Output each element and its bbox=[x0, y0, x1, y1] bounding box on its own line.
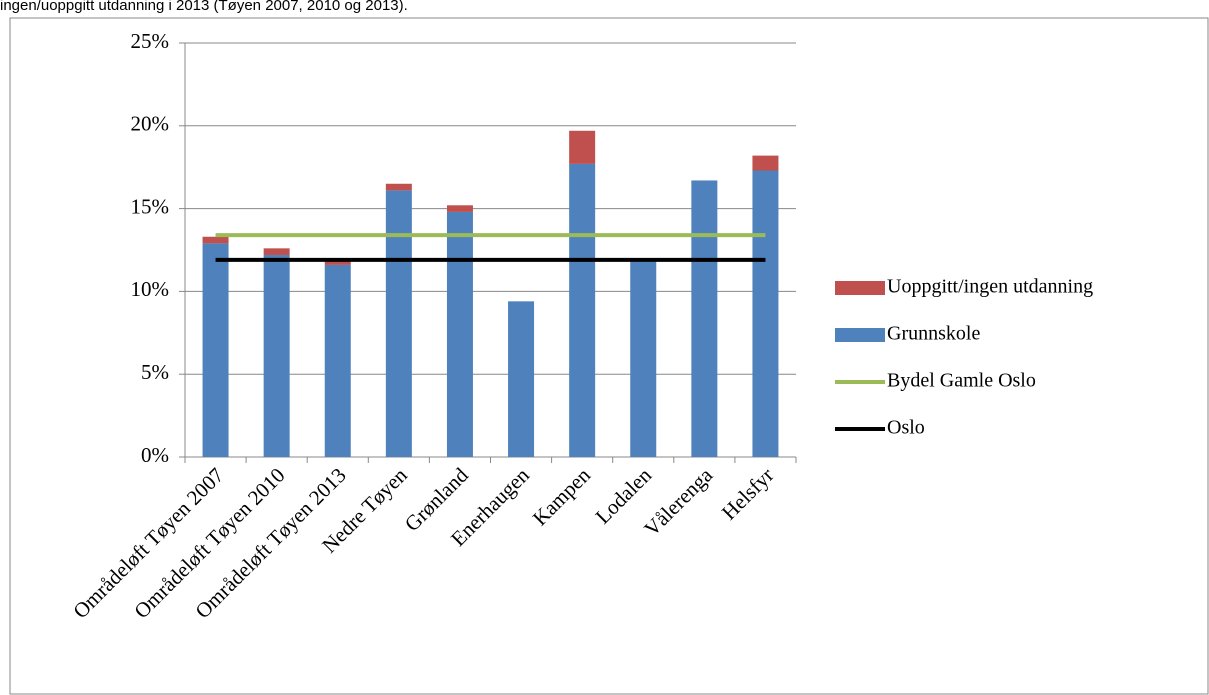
legend-swatch bbox=[835, 281, 885, 295]
bar-segment bbox=[752, 170, 779, 457]
bar-segment bbox=[508, 301, 535, 457]
bar-segment bbox=[446, 205, 473, 212]
bar-segment bbox=[202, 243, 229, 457]
bar-segment bbox=[630, 261, 657, 457]
y-tick-label: 25% bbox=[131, 29, 170, 53]
legend-label: Bydel Gamle Oslo bbox=[887, 370, 1036, 392]
legend-swatch bbox=[835, 328, 885, 342]
y-tick-label: 5% bbox=[141, 360, 169, 384]
bar-segment bbox=[263, 248, 290, 255]
legend-label: Uoppgitt/ingen utdanning bbox=[887, 276, 1093, 298]
bar-segment bbox=[202, 236, 229, 244]
bar-segment bbox=[569, 130, 596, 164]
bar-segment bbox=[324, 259, 351, 265]
legend-label: Grunnskole bbox=[887, 323, 980, 345]
y-tick-label: 10% bbox=[131, 277, 170, 301]
bar-segment bbox=[569, 163, 596, 457]
bar-segment bbox=[691, 180, 718, 457]
caption: ingen/uoppgitt utdanning i 2013 (Tøyen 2… bbox=[0, 0, 408, 14]
legend-label: Oslo bbox=[887, 417, 925, 439]
bar-segment bbox=[752, 155, 779, 171]
bar-segment bbox=[263, 254, 290, 457]
chart-frame bbox=[9, 17, 1209, 695]
y-tick-label: 0% bbox=[141, 443, 169, 467]
y-tick-label: 15% bbox=[131, 194, 170, 218]
bar-segment bbox=[385, 183, 412, 191]
bar-segment bbox=[385, 190, 412, 457]
bar-segment bbox=[324, 264, 351, 457]
bar-segment bbox=[446, 211, 473, 457]
y-tick-label: 20% bbox=[131, 112, 170, 136]
